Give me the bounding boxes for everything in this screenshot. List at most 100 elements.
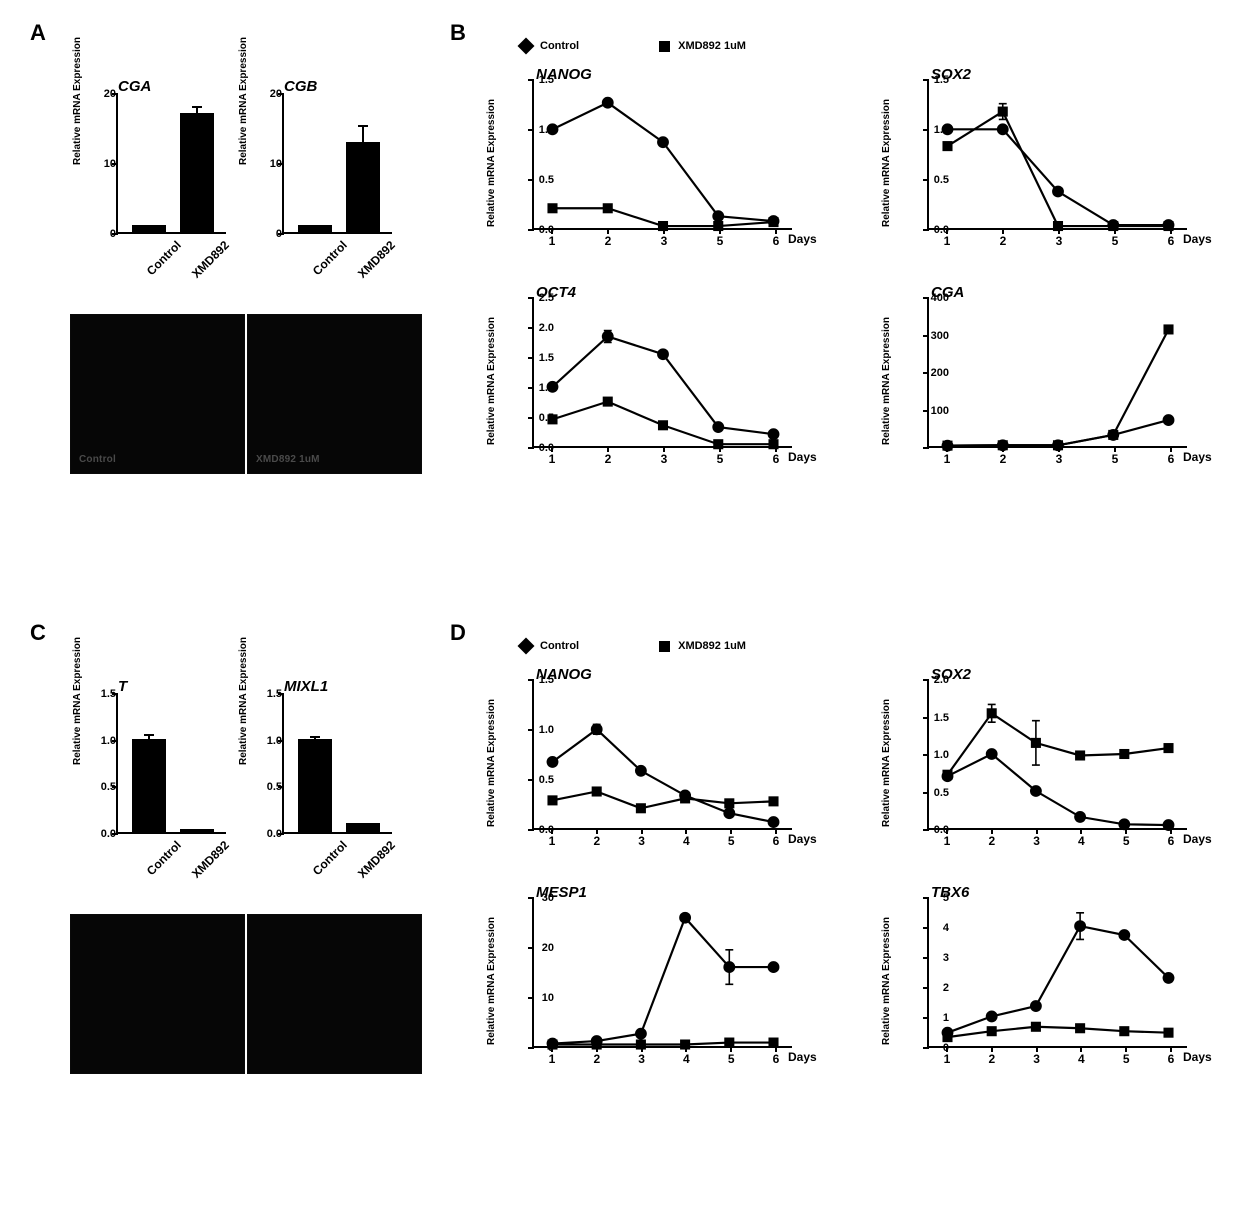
y-tick-label: 1.0 xyxy=(539,124,554,136)
x-axis-label: Days xyxy=(788,1050,817,1064)
x-tick-label: 1 xyxy=(944,834,951,848)
chart-svg xyxy=(929,898,1187,1046)
y-tick-label: 20 xyxy=(542,942,554,954)
y-tick-label: 0 xyxy=(548,1042,554,1054)
x-tick-label: 6 xyxy=(1168,234,1175,248)
y-tick-label: 1.5 xyxy=(267,688,282,700)
micrograph xyxy=(70,914,245,1074)
bar-chart: MIXL1Relative mRNA Expression0.00.51.01.… xyxy=(236,680,396,834)
y-tick-label: 0 xyxy=(110,228,116,240)
y-tick-label: 0.0 xyxy=(539,442,554,454)
bar xyxy=(346,823,380,832)
y-tick-label: 0.5 xyxy=(934,787,949,799)
square-icon xyxy=(659,41,670,52)
panel-A: CGARelative mRNA Expression01020ControlX… xyxy=(70,60,440,474)
y-tick-label: 2 xyxy=(943,982,949,994)
y-tick-label: 400 xyxy=(931,292,949,304)
y-tick-label: 0.0 xyxy=(101,828,116,840)
y-tick-label: 10 xyxy=(104,158,116,170)
chart-title: T xyxy=(118,678,127,695)
y-tick-label: 5 xyxy=(943,892,949,904)
y-tick-label: 2.5 xyxy=(539,292,554,304)
panel-A-barcharts: CGARelative mRNA Expression01020ControlX… xyxy=(70,80,440,234)
panel-B: Control XMD892 1uM NANOGRelative mRNA Ex… xyxy=(480,40,1240,480)
micrograph-label: Control xyxy=(79,454,116,465)
y-tick-label: 10 xyxy=(270,158,282,170)
y-tick-label: 1.5 xyxy=(539,674,554,686)
panel-B-legend: Control XMD892 1uM xyxy=(520,40,1240,52)
y-tick-label: 30 xyxy=(542,892,554,904)
panel-label-A: A xyxy=(30,20,46,46)
line-chart: SOX2Relative mRNA Expression12356Days0.0… xyxy=(875,62,1215,262)
x-tick-label: 5 xyxy=(1123,834,1130,848)
y-tick-label: 1.0 xyxy=(539,724,554,736)
y-tick-label: 1.0 xyxy=(934,124,949,136)
plot-area: 12356Days xyxy=(532,80,792,230)
legend-treated-label: XMD892 1uM xyxy=(678,640,746,652)
x-tick-label: 5 xyxy=(717,452,724,466)
x-axis-label: Days xyxy=(788,832,817,846)
y-tick-label: 0.0 xyxy=(539,224,554,236)
x-tick-label: 4 xyxy=(1078,834,1085,848)
legend-treated: XMD892 1uM xyxy=(659,640,746,652)
y-tick-label: 1.0 xyxy=(934,749,949,761)
y-tick-label: 200 xyxy=(931,367,949,379)
chart-svg xyxy=(534,680,792,828)
x-tick-label: 5 xyxy=(728,1052,735,1066)
panel-A-micrographs: ControlXMD892 1uM xyxy=(70,314,440,474)
y-tick-label: 0.0 xyxy=(539,824,554,836)
square-icon xyxy=(659,641,670,652)
x-tick-label: 3 xyxy=(1056,234,1063,248)
y-tick-label: 1 xyxy=(943,1012,949,1024)
chart-title: CGB xyxy=(284,78,317,95)
y-axis-label: Relative mRNA Expression xyxy=(72,637,83,765)
panel-D-charts: NANOGRelative mRNA Expression123456Days0… xyxy=(480,662,1240,1080)
chart-svg xyxy=(929,298,1187,446)
micrograph xyxy=(247,914,422,1074)
y-axis-label: Relative mRNA Expression xyxy=(486,917,497,1045)
y-tick-label: 0 xyxy=(943,442,949,454)
x-tick-label: 4 xyxy=(683,1052,690,1066)
y-tick-label: 0.0 xyxy=(934,224,949,236)
x-tick-label: 5 xyxy=(1112,234,1119,248)
error-bar xyxy=(148,734,150,743)
x-tick-label: 5 xyxy=(1112,452,1119,466)
error-bar xyxy=(314,736,316,742)
y-tick-label: 1.5 xyxy=(101,688,116,700)
x-tick-label: 3 xyxy=(1033,1052,1040,1066)
panel-B-charts: NANOGRelative mRNA Expression12356Days0.… xyxy=(480,62,1240,480)
y-tick-label: 0 xyxy=(943,1042,949,1054)
line-chart: CGARelative mRNA Expression12356Days0100… xyxy=(875,280,1215,480)
y-tick-label: 1.5 xyxy=(934,74,949,86)
chart-svg xyxy=(929,680,1187,828)
plot-area xyxy=(116,94,226,234)
x-tick-label: 6 xyxy=(1168,834,1175,848)
x-axis-label: Days xyxy=(1183,450,1212,464)
x-tick-label: 6 xyxy=(1168,452,1175,466)
y-tick-label: 2.0 xyxy=(934,674,949,686)
y-axis-label: Relative mRNA Expression xyxy=(881,699,892,827)
y-tick-label: 1.0 xyxy=(267,735,282,747)
micrograph: Control xyxy=(70,314,245,474)
y-axis-label: Relative mRNA Expression xyxy=(881,317,892,445)
bar xyxy=(298,739,332,832)
y-tick-label: 2.0 xyxy=(539,322,554,334)
panel-label-B: B xyxy=(450,20,466,46)
y-tick-label: 1.5 xyxy=(934,712,949,724)
line-chart: TBX6Relative mRNA Expression123456Days01… xyxy=(875,880,1215,1080)
x-axis-label: Days xyxy=(788,450,817,464)
y-tick-label: 20 xyxy=(104,88,116,100)
y-axis-label: Relative mRNA Expression xyxy=(238,37,249,165)
error-bar xyxy=(196,106,198,120)
x-tick-label: 6 xyxy=(773,834,780,848)
legend-treated-label: XMD892 1uM xyxy=(678,40,746,52)
x-tick-label: 6 xyxy=(773,452,780,466)
plot-area: 123456Days xyxy=(532,898,792,1048)
bar xyxy=(180,113,214,232)
line-chart: SOX2Relative mRNA Expression123456Days0.… xyxy=(875,662,1215,862)
figure: A B C D CGARelative mRNA Expression01020… xyxy=(30,20,1210,1200)
y-tick-label: 1.0 xyxy=(101,735,116,747)
y-tick-label: 0.5 xyxy=(934,174,949,186)
y-tick-label: 300 xyxy=(931,330,949,342)
plot-area: 123456Days xyxy=(927,898,1187,1048)
